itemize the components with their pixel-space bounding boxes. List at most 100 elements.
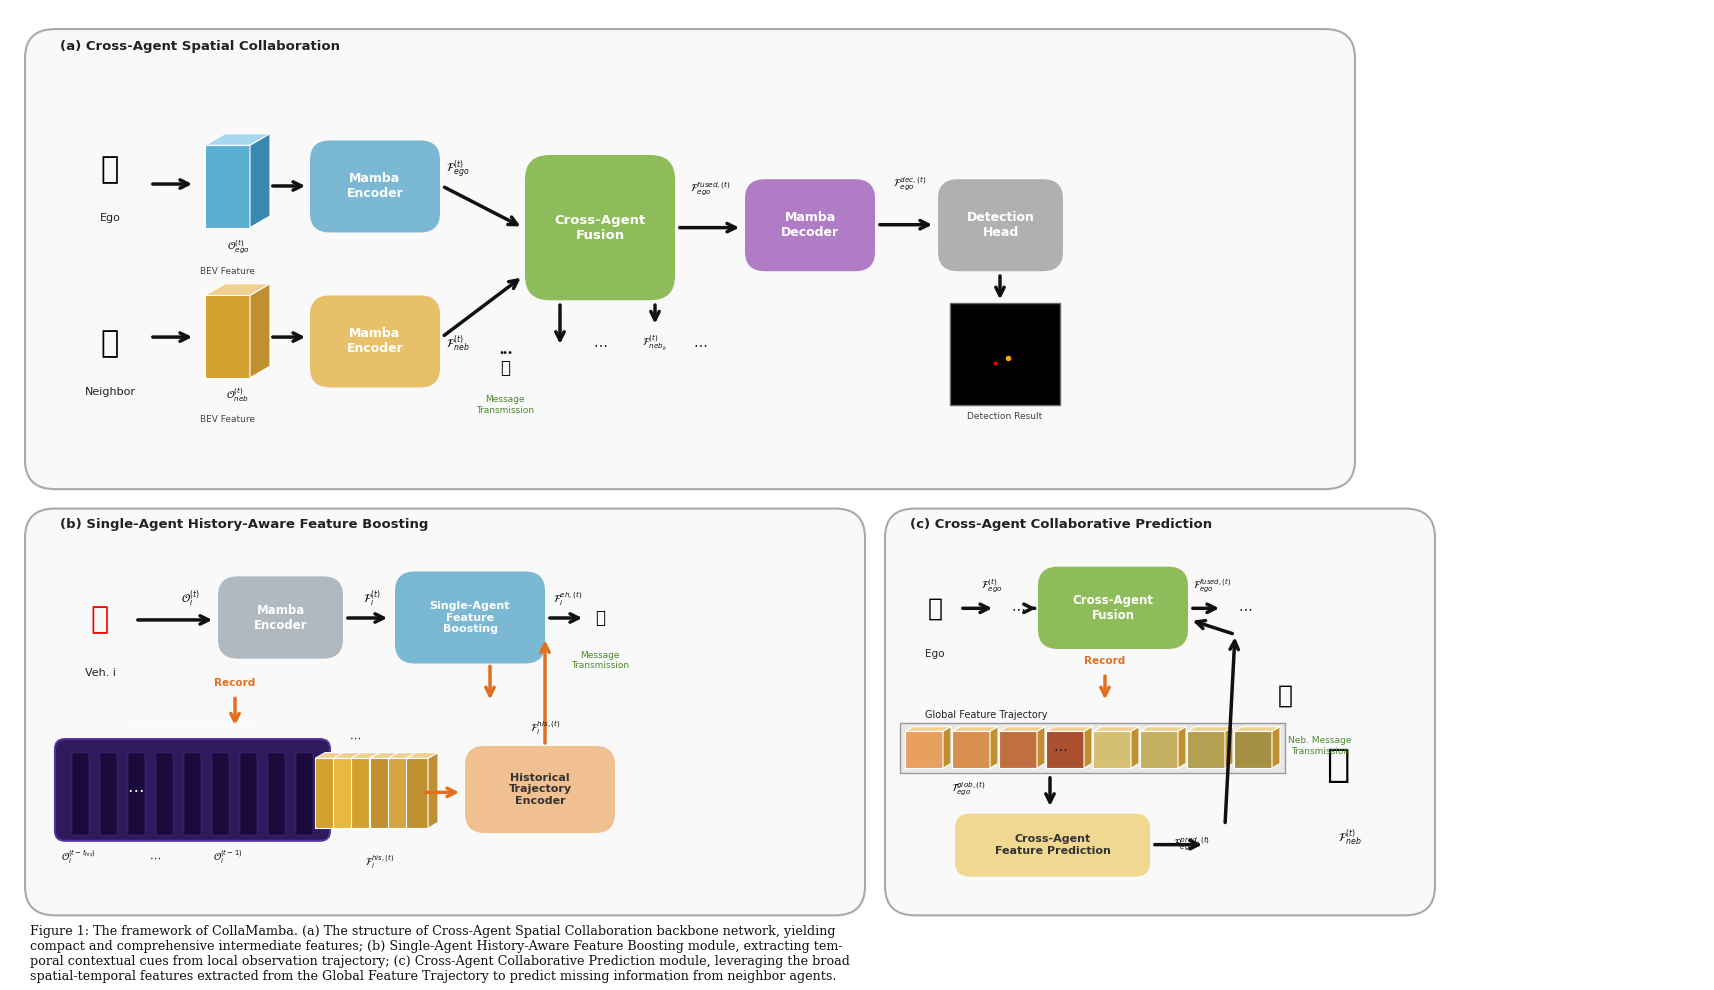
Polygon shape bbox=[1094, 732, 1131, 768]
Text: $\mathcal{F}_{neb_k}^{(t)}$: $\mathcal{F}_{neb_k}^{(t)}$ bbox=[643, 335, 668, 353]
Text: Mamba
Decoder: Mamba Decoder bbox=[782, 211, 840, 240]
Text: 🚕: 🚕 bbox=[101, 330, 120, 358]
Polygon shape bbox=[905, 732, 943, 768]
Text: $\mathcal{F}_{i}^{(t)}$: $\mathcal{F}_{i}^{(t)}$ bbox=[363, 588, 381, 609]
FancyBboxPatch shape bbox=[183, 752, 201, 835]
Polygon shape bbox=[951, 727, 998, 732]
Text: $\mathcal{F}_{neb}^{(t)}$: $\mathcal{F}_{neb}^{(t)}$ bbox=[446, 334, 470, 354]
Text: Single-Agent
Feature
Boosting: Single-Agent Feature Boosting bbox=[430, 601, 511, 635]
Polygon shape bbox=[351, 752, 382, 758]
Polygon shape bbox=[1140, 732, 1178, 768]
Text: $\mathcal{T}_{ego}^{glob,(t)}$: $\mathcal{T}_{ego}^{glob,(t)}$ bbox=[951, 781, 986, 798]
Text: 📡: 📡 bbox=[500, 359, 511, 377]
Polygon shape bbox=[374, 752, 382, 829]
Text: $\mathcal{F}_{ego}^{dec,(t)}$: $\mathcal{F}_{ego}^{dec,(t)}$ bbox=[893, 175, 927, 193]
Polygon shape bbox=[991, 727, 998, 768]
Text: Detection Result: Detection Result bbox=[967, 412, 1042, 421]
Text: (b) Single-Agent History-Aware Feature Boosting: (b) Single-Agent History-Aware Feature B… bbox=[60, 518, 428, 531]
Polygon shape bbox=[387, 758, 410, 829]
Text: (c) Cross-Agent Collaborative Prediction: (c) Cross-Agent Collaborative Prediction bbox=[910, 518, 1212, 531]
Text: Ego: Ego bbox=[926, 648, 944, 658]
Text: $\cdots$: $\cdots$ bbox=[350, 734, 362, 743]
Polygon shape bbox=[1188, 727, 1232, 732]
FancyBboxPatch shape bbox=[950, 303, 1059, 405]
Text: $\cdots$: $\cdots$ bbox=[1238, 601, 1253, 616]
Text: Cross-Agent
Feature Prediction: Cross-Agent Feature Prediction bbox=[994, 835, 1111, 856]
Polygon shape bbox=[999, 727, 1046, 732]
Text: Global Feature Trajectory: Global Feature Trajectory bbox=[926, 710, 1047, 720]
Polygon shape bbox=[351, 758, 374, 829]
Polygon shape bbox=[370, 758, 393, 829]
Polygon shape bbox=[315, 752, 346, 758]
Polygon shape bbox=[406, 752, 439, 758]
Polygon shape bbox=[1046, 727, 1092, 732]
Polygon shape bbox=[369, 758, 391, 829]
FancyBboxPatch shape bbox=[900, 723, 1286, 773]
Polygon shape bbox=[943, 727, 951, 768]
FancyBboxPatch shape bbox=[310, 141, 440, 233]
Polygon shape bbox=[1272, 727, 1280, 768]
Polygon shape bbox=[250, 134, 271, 228]
FancyBboxPatch shape bbox=[524, 155, 675, 300]
FancyBboxPatch shape bbox=[938, 179, 1063, 271]
FancyBboxPatch shape bbox=[129, 752, 146, 835]
Polygon shape bbox=[1234, 727, 1280, 732]
Polygon shape bbox=[1188, 732, 1226, 768]
Text: $\cdots$: $\cdots$ bbox=[1011, 601, 1025, 616]
Polygon shape bbox=[387, 752, 420, 758]
Text: $\mathcal{O}_{ego}^{(t)}$: $\mathcal{O}_{ego}^{(t)}$ bbox=[226, 239, 250, 255]
Polygon shape bbox=[206, 146, 250, 228]
Text: Veh. i: Veh. i bbox=[84, 668, 115, 678]
Text: Detection
Head: Detection Head bbox=[967, 211, 1035, 240]
Text: Local Observation Trajectory: Local Observation Trajectory bbox=[127, 720, 257, 729]
Polygon shape bbox=[333, 752, 365, 758]
Polygon shape bbox=[355, 752, 365, 829]
Text: Neb. Message
Transmission: Neb. Message Transmission bbox=[1289, 737, 1352, 755]
Text: $\mathcal{F}_{i}^{eh,(t)}$: $\mathcal{F}_{i}^{eh,(t)}$ bbox=[554, 590, 583, 608]
Polygon shape bbox=[393, 752, 403, 829]
FancyBboxPatch shape bbox=[394, 571, 545, 663]
FancyBboxPatch shape bbox=[955, 814, 1150, 876]
Text: Record: Record bbox=[214, 678, 255, 688]
Polygon shape bbox=[1234, 732, 1272, 768]
FancyBboxPatch shape bbox=[72, 752, 89, 835]
Text: $\mathcal{F}_{ego}^{(t)}$: $\mathcal{F}_{ego}^{(t)}$ bbox=[446, 158, 470, 180]
Text: (a) Cross-Agent Spatial Collaboration: (a) Cross-Agent Spatial Collaboration bbox=[60, 41, 339, 53]
Text: Cross-Agent
Fusion: Cross-Agent Fusion bbox=[1073, 594, 1154, 622]
Text: $\mathcal{F}_{ego}^{pred,(t)}$: $\mathcal{F}_{ego}^{pred,(t)}$ bbox=[1174, 836, 1210, 853]
Polygon shape bbox=[1226, 727, 1232, 768]
Polygon shape bbox=[338, 752, 346, 829]
Polygon shape bbox=[206, 284, 271, 295]
Text: $\mathcal{F}_{ego}^{fused,(t)}$: $\mathcal{F}_{ego}^{fused,(t)}$ bbox=[1193, 577, 1231, 595]
Polygon shape bbox=[1037, 727, 1046, 768]
Text: $\cdots$: $\cdots$ bbox=[127, 780, 144, 799]
Polygon shape bbox=[369, 752, 401, 758]
Polygon shape bbox=[333, 758, 355, 829]
FancyBboxPatch shape bbox=[884, 509, 1435, 916]
Text: 🚗: 🚗 bbox=[101, 155, 120, 184]
Polygon shape bbox=[250, 284, 271, 378]
Text: $\cdots$: $\cdots$ bbox=[1052, 741, 1068, 754]
Text: Ego: Ego bbox=[99, 213, 120, 223]
Polygon shape bbox=[206, 295, 250, 378]
Text: $\cdots$: $\cdots$ bbox=[692, 337, 708, 350]
Text: Cross-Agent
Fusion: Cross-Agent Fusion bbox=[554, 214, 646, 242]
Polygon shape bbox=[1178, 727, 1186, 768]
Text: $\mathcal{O}_{neb}^{(t)}$: $\mathcal{O}_{neb}^{(t)}$ bbox=[226, 386, 250, 404]
Text: Mamba
Encoder: Mamba Encoder bbox=[346, 172, 403, 200]
Text: $\cdots$: $\cdots$ bbox=[149, 852, 161, 862]
Polygon shape bbox=[206, 134, 271, 146]
Polygon shape bbox=[428, 752, 439, 829]
Text: Figure 1: The framework of CollaMamba. (a) The structure of Cross-Agent Spatial : Figure 1: The framework of CollaMamba. (… bbox=[31, 925, 850, 983]
Polygon shape bbox=[1083, 727, 1092, 768]
Text: $\cdots$: $\cdots$ bbox=[593, 337, 607, 350]
Polygon shape bbox=[370, 752, 403, 758]
FancyBboxPatch shape bbox=[218, 576, 343, 658]
FancyBboxPatch shape bbox=[464, 745, 615, 833]
Text: 📡: 📡 bbox=[1277, 683, 1292, 708]
Text: ❌: ❌ bbox=[1327, 746, 1349, 784]
Polygon shape bbox=[905, 727, 951, 732]
Text: $\mathcal{F}_{neb}^{(t)}$: $\mathcal{F}_{neb}^{(t)}$ bbox=[1339, 828, 1363, 848]
Text: $\bullet\!\!\!\bullet\!\!\!\bullet$: $\bullet\!\!\!\bullet\!\!\!\bullet$ bbox=[497, 346, 512, 355]
FancyBboxPatch shape bbox=[156, 752, 173, 835]
